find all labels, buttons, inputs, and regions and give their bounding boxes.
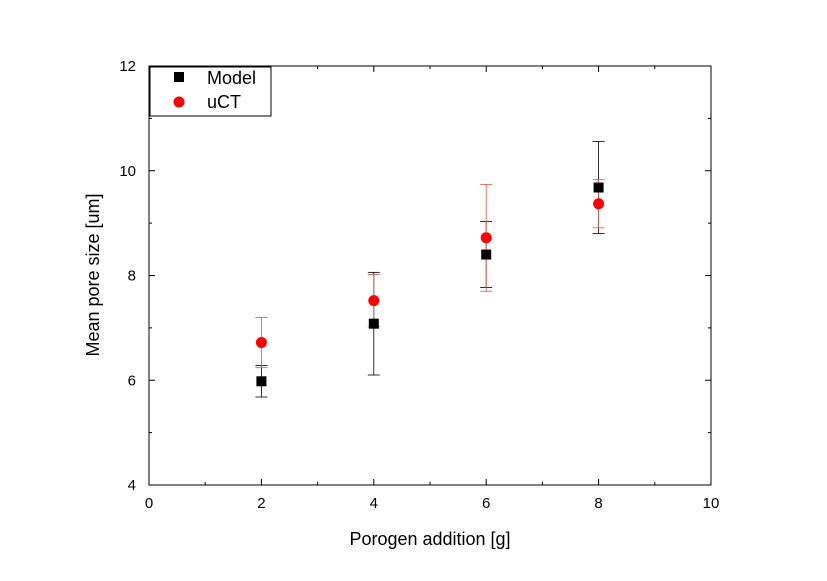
point-model <box>481 249 492 260</box>
y-tick-label: 6 <box>128 372 136 389</box>
point-model <box>256 376 267 387</box>
x-tick-label: 10 <box>703 495 720 512</box>
point-uct <box>593 198 605 210</box>
point-uct <box>255 337 267 349</box>
point-model <box>593 182 604 193</box>
x-tick-label: 4 <box>370 495 378 512</box>
x-tick-label: 0 <box>145 495 153 512</box>
y-axis-label: Mean pore size [um] <box>83 193 103 356</box>
x-tick-label: 8 <box>594 495 602 512</box>
legend-marker-uct <box>173 96 185 108</box>
x-axis-label: Porogen addition [g] <box>349 529 510 549</box>
y-tick-labels: 4 6 8 10 12 <box>119 58 136 494</box>
point-uct <box>480 232 492 244</box>
error-bars <box>255 141 605 398</box>
legend-label-uct: uCT <box>207 92 241 112</box>
x-tick-labels: 0 2 4 6 8 10 <box>145 495 720 512</box>
axis-ticks <box>148 65 712 486</box>
y-tick-label: 4 <box>128 477 136 494</box>
legend: Model uCT <box>149 66 272 117</box>
point-uct <box>368 295 380 307</box>
y-tick-label: 12 <box>119 58 136 75</box>
y-tick-label: 8 <box>128 268 136 285</box>
plot-frame <box>148 65 712 486</box>
y-tick-label: 10 <box>119 163 136 180</box>
legend-marker-model <box>174 72 184 82</box>
legend-box <box>149 66 272 117</box>
legend-label-model: Model <box>207 68 256 88</box>
x-tick-label: 2 <box>257 495 265 512</box>
data-markers <box>255 182 605 387</box>
point-model <box>368 318 379 329</box>
x-tick-label: 6 <box>482 495 490 512</box>
